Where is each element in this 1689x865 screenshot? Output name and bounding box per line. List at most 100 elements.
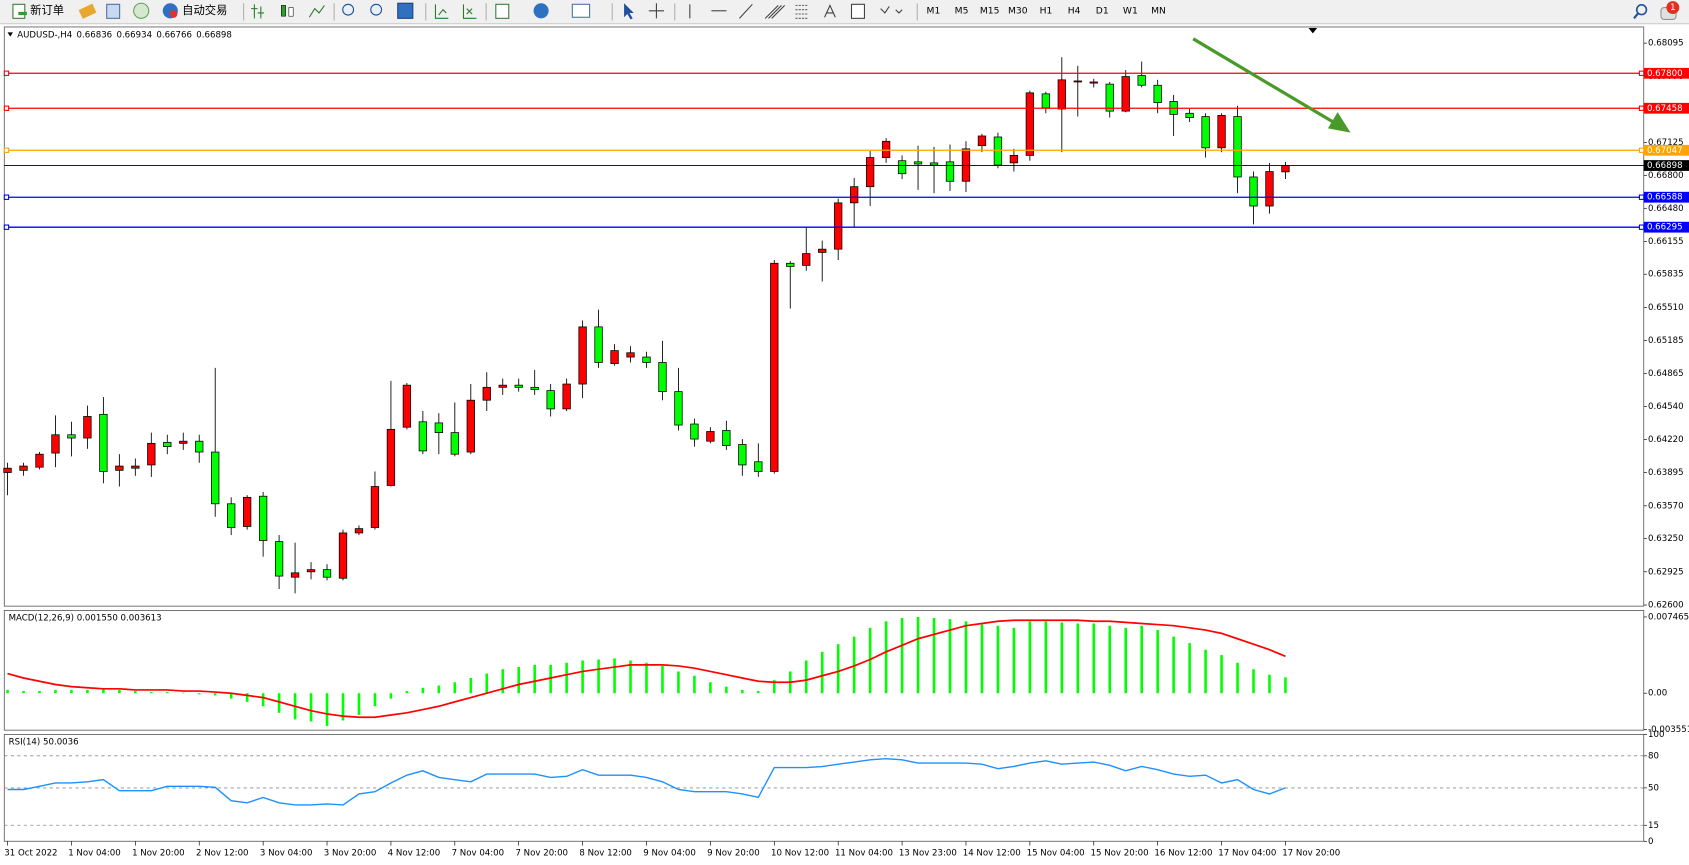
auto-trading-button[interactable]: 自动交易 [162, 3, 228, 19]
macd-bar [341, 693, 345, 721]
macd-bar [421, 687, 425, 694]
level-handle[interactable] [3, 224, 10, 230]
fibo-button[interactable] [795, 4, 809, 19]
timeframe-button[interactable]: H4 [1068, 5, 1081, 16]
candle-body [450, 432, 459, 455]
candle-body [1073, 80, 1082, 83]
candle-body [1009, 155, 1019, 164]
macd-bar [261, 693, 265, 707]
icon-button[interactable] [133, 2, 150, 19]
icon-button[interactable] [78, 3, 97, 19]
timeframe-button[interactable]: H1 [1040, 5, 1053, 16]
timeframe-button[interactable]: MN [1151, 5, 1166, 16]
y-tick-label: 0.65185 [1648, 336, 1684, 346]
macd-bar [533, 664, 536, 694]
candle-body [195, 440, 204, 453]
level-handle[interactable] [1638, 70, 1645, 76]
candle-body [1153, 84, 1162, 103]
templates-button[interactable] [571, 3, 591, 18]
macd-bar [820, 651, 824, 694]
label-button[interactable] [850, 3, 865, 19]
macd-bar [581, 660, 584, 694]
icon [18, 11, 27, 16]
y-tick-label: 0.67125 [1648, 138, 1684, 148]
macd-bar [772, 680, 776, 694]
panel-menu-arrow[interactable] [7, 32, 13, 37]
macd-bar [836, 644, 840, 694]
periods-button[interactable] [533, 3, 549, 19]
search-button[interactable] [1635, 4, 1648, 16]
candle-body [19, 465, 28, 471]
candle-body [706, 431, 715, 442]
candle-body [850, 186, 859, 204]
timeframe-button[interactable]: W1 [1123, 5, 1138, 16]
rsi-line [7, 758, 1286, 806]
shapes-button[interactable] [880, 6, 903, 14]
x-tick-label: 7 Nov 20:00 [515, 849, 568, 859]
candle-body [1089, 81, 1098, 84]
candle-body [977, 135, 987, 147]
timeframe-button[interactable]: D1 [1096, 5, 1109, 16]
channel-button[interactable] [764, 5, 786, 19]
macd-bar [213, 693, 217, 696]
cursor-button[interactable] [624, 3, 634, 20]
trend-arrow-head [1327, 112, 1351, 133]
candle-body [562, 383, 571, 410]
timeframe-button[interactable]: M5 [955, 5, 969, 16]
macd-bar [757, 691, 760, 694]
level-handle[interactable] [1638, 224, 1645, 230]
macd-bar [1156, 630, 1159, 694]
candle-body [147, 442, 156, 466]
icon-button[interactable] [251, 4, 265, 19]
level-handle[interactable] [3, 70, 10, 76]
trendline-button[interactable] [739, 3, 753, 19]
tile-button[interactable] [397, 2, 414, 19]
timeframe-button[interactable]: M15 [980, 5, 1000, 16]
y-tick-label: 0.007465 [1648, 612, 1689, 622]
x-tick-label: 15 Nov 20:00 [1091, 849, 1149, 859]
timeframe-button[interactable]: M1 [927, 5, 941, 16]
level-handle[interactable] [3, 194, 10, 200]
candle-body [674, 391, 683, 426]
y-tick-label: 0.66800 [1648, 171, 1684, 181]
level-handle[interactable] [1638, 194, 1645, 200]
macd-bar [1076, 623, 1080, 694]
x-tick-label: 13 Nov 23:00 [899, 849, 957, 859]
zoom-in-button[interactable] [342, 3, 355, 16]
macd-bar [70, 689, 73, 694]
macd-bar [1220, 655, 1223, 694]
icon-button[interactable] [106, 3, 121, 19]
level-handle[interactable] [3, 105, 10, 111]
macd-bar [964, 621, 968, 694]
timeframe-button[interactable]: M30 [1008, 5, 1028, 16]
icon-button[interactable] [288, 7, 294, 17]
macd-title: MACD(12,26,9) 0.001550 0.003613 [9, 614, 162, 624]
text-button[interactable] [824, 4, 836, 18]
icon-button[interactable] [462, 4, 477, 19]
level-handle[interactable] [3, 147, 10, 153]
icon-button[interactable] [281, 5, 286, 17]
y-tick-label: 0.64220 [1648, 435, 1684, 445]
icon-button[interactable] [434, 4, 449, 19]
icon-button[interactable] [308, 5, 325, 18]
candle-body [626, 352, 635, 358]
candle-body [834, 202, 843, 250]
new-order-button[interactable]: 新订单 [12, 3, 64, 19]
signal-line [7, 619, 1286, 719]
macd-bar [709, 682, 712, 694]
zoom-out-button[interactable] [370, 3, 383, 16]
candle-body [818, 248, 827, 253]
candle-body [1249, 176, 1258, 207]
level-handle[interactable] [1638, 147, 1645, 153]
x-tick-label: 3 Nov 04:00 [260, 849, 313, 859]
y-tick-label: 0.66480 [1648, 204, 1684, 214]
candle-body [434, 422, 443, 433]
level-handle[interactable] [1638, 105, 1645, 111]
macd-bar [197, 693, 201, 695]
macd-bar [1252, 669, 1255, 694]
high: 0.66934 [116, 30, 152, 40]
x-tick-label: 1 Nov 20:00 [132, 849, 185, 859]
indicators-button[interactable] [495, 3, 510, 19]
crosshair-button[interactable] [648, 3, 664, 19]
